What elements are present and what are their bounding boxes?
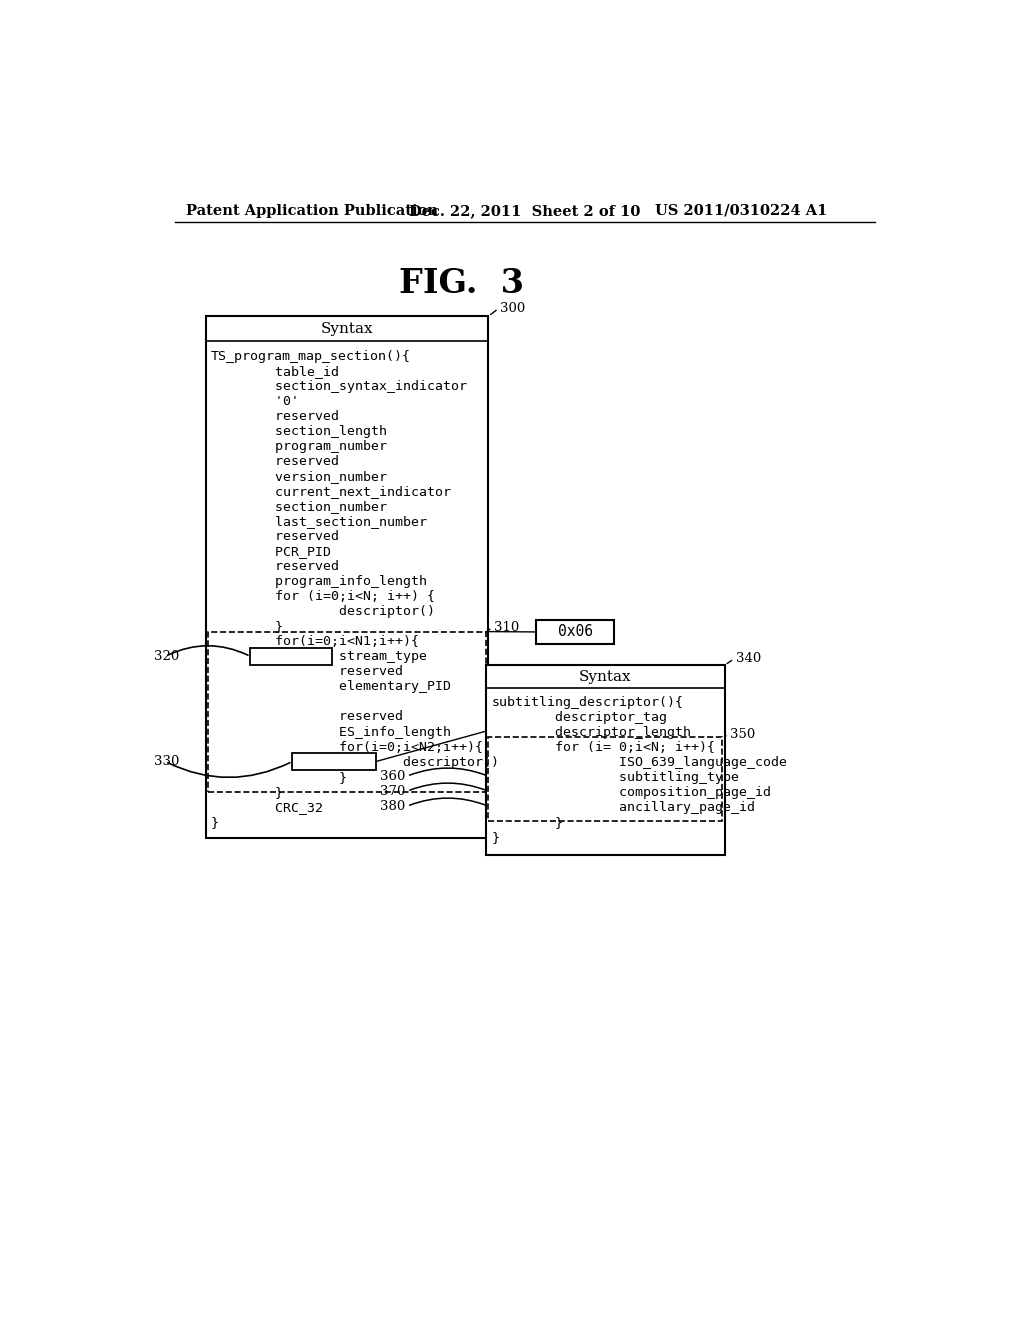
Text: program_number: program_number [211, 441, 387, 453]
Text: }: } [211, 816, 219, 829]
Text: descriptor_tag: descriptor_tag [492, 711, 668, 723]
Text: 310: 310 [494, 622, 519, 634]
Text: descriptor(): descriptor() [211, 606, 435, 618]
Text: current_next_indicator: current_next_indicator [211, 486, 451, 498]
Text: 350: 350 [730, 729, 756, 742]
Text: for(i=0;i<N2;i++){: for(i=0;i<N2;i++){ [211, 741, 483, 754]
Bar [208, 631, 486, 792]
Text: CRC_32: CRC_32 [211, 800, 323, 813]
Text: Syntax: Syntax [580, 669, 632, 684]
Text: reserved: reserved [211, 710, 402, 723]
Text: for (i=0;i<N; i++) {: for (i=0;i<N; i++) { [211, 590, 435, 603]
Text: 380: 380 [380, 800, 406, 813]
Bar [537, 620, 614, 644]
Text: last_section_number: last_section_number [211, 515, 427, 528]
Text: version_number: version_number [211, 470, 387, 483]
Text: }: } [492, 832, 500, 843]
Text: 360: 360 [380, 770, 406, 783]
Bar [251, 648, 332, 665]
Text: reserved: reserved [211, 531, 339, 544]
Text: TS_program_map_section(){: TS_program_map_section(){ [211, 350, 411, 363]
Text: }: } [492, 816, 563, 829]
Bar [206, 317, 488, 838]
Text: section_number: section_number [211, 500, 387, 513]
Text: 0x06: 0x06 [558, 624, 593, 639]
Text: 340: 340 [735, 652, 761, 665]
Text: elementary_PID: elementary_PID [211, 681, 451, 693]
Text: section_length: section_length [211, 425, 387, 438]
Text: Patent Application Publication: Patent Application Publication [186, 203, 438, 218]
Text: }: } [211, 620, 283, 634]
Text: Dec. 22, 2011  Sheet 2 of 10: Dec. 22, 2011 Sheet 2 of 10 [410, 203, 641, 218]
Text: PCR_PID: PCR_PID [211, 545, 331, 558]
Text: FIG.  3: FIG. 3 [398, 268, 523, 301]
Text: section_syntax_indicator: section_syntax_indicator [211, 380, 467, 393]
Text: ES_info_length: ES_info_length [211, 726, 451, 738]
Text: ISO_639_language_code: ISO_639_language_code [492, 756, 787, 770]
Text: descriptor(): descriptor() [211, 755, 499, 768]
Bar [488, 737, 722, 821]
Text: ancillary_page_id: ancillary_page_id [492, 801, 756, 814]
Text: program_info_length: program_info_length [211, 576, 427, 589]
Bar [486, 665, 725, 855]
Bar [292, 754, 376, 770]
Text: for (i= 0;i<N; i++){: for (i= 0;i<N; i++){ [492, 741, 716, 754]
Text: 330: 330 [154, 755, 179, 768]
Text: 370: 370 [380, 784, 406, 797]
Text: reserved: reserved [211, 455, 339, 469]
Text: table_id: table_id [211, 366, 339, 378]
Text: descriptor_length: descriptor_length [492, 726, 691, 739]
Text: reserved: reserved [211, 665, 402, 678]
Text: 300: 300 [500, 302, 525, 315]
Text: stream_type: stream_type [211, 651, 427, 664]
Text: for(i=0;i<N1;i++){: for(i=0;i<N1;i++){ [211, 635, 419, 648]
Text: '0': '0' [211, 395, 299, 408]
Text: }: } [211, 785, 283, 799]
Text: reserved: reserved [211, 561, 339, 573]
Text: composition_page_id: composition_page_id [492, 785, 771, 799]
Text: subtitling_type: subtitling_type [492, 771, 739, 784]
Text: }: } [211, 771, 347, 784]
Text: subtitling_descriptor(){: subtitling_descriptor(){ [492, 696, 683, 709]
Text: US 2011/0310224 A1: US 2011/0310224 A1 [655, 203, 827, 218]
Text: Syntax: Syntax [321, 322, 374, 335]
Text: 320: 320 [154, 649, 179, 663]
Text: reserved: reserved [211, 411, 339, 424]
